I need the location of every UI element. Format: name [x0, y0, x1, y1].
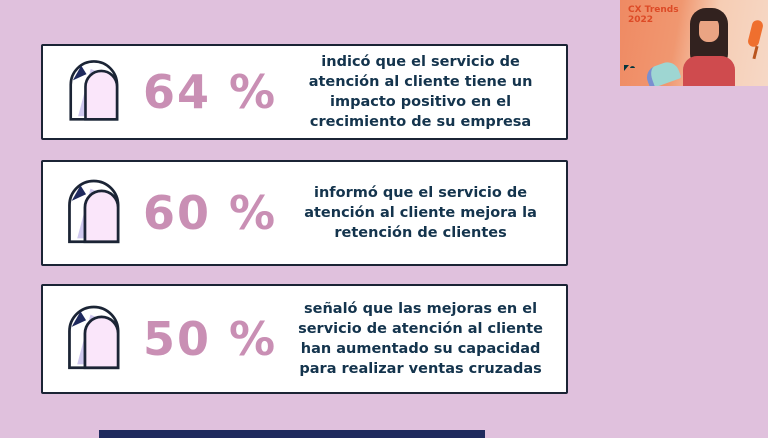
- microphone-stem: [752, 45, 759, 60]
- stat-card-3: 50 % señaló que las mejoras en el servic…: [41, 284, 568, 394]
- event-title-line2: 2022: [628, 15, 654, 26]
- stat-card-2: 60 % informó que el servicio de atención…: [41, 160, 568, 266]
- bottom-bar: [99, 430, 485, 438]
- event-title-line1: CX Trends: [628, 5, 679, 15]
- stat-percent: 60 %: [143, 186, 278, 240]
- teal-arch-shape: [643, 58, 682, 86]
- stat-card-1: 64 % indicó que el servicio de atención …: [41, 44, 568, 140]
- webcam-tile[interactable]: CX Trends 2022: [620, 0, 768, 86]
- stat-percent: 50 %: [143, 312, 278, 366]
- arch-doorway-icon: [53, 297, 139, 381]
- arch-doorway-icon: [53, 52, 139, 132]
- microphone-illustration: [746, 19, 765, 48]
- presenter-fringe: [696, 11, 722, 21]
- presenter-face: [699, 17, 719, 42]
- arch-doorway-icon: [53, 171, 139, 255]
- presenter-body: [683, 56, 735, 86]
- stat-percent: 64 %: [143, 65, 278, 119]
- event-title: CX Trends 2022: [628, 5, 679, 26]
- stat-text: informó que el servicio de atención al c…: [304, 185, 537, 241]
- stat-text: indicó que el servicio de atención al cl…: [308, 54, 533, 130]
- stat-text: señaló que las mejoras en el servicio de…: [298, 301, 544, 377]
- zendesk-logo-icon: [624, 59, 635, 71]
- presenter: [682, 8, 736, 86]
